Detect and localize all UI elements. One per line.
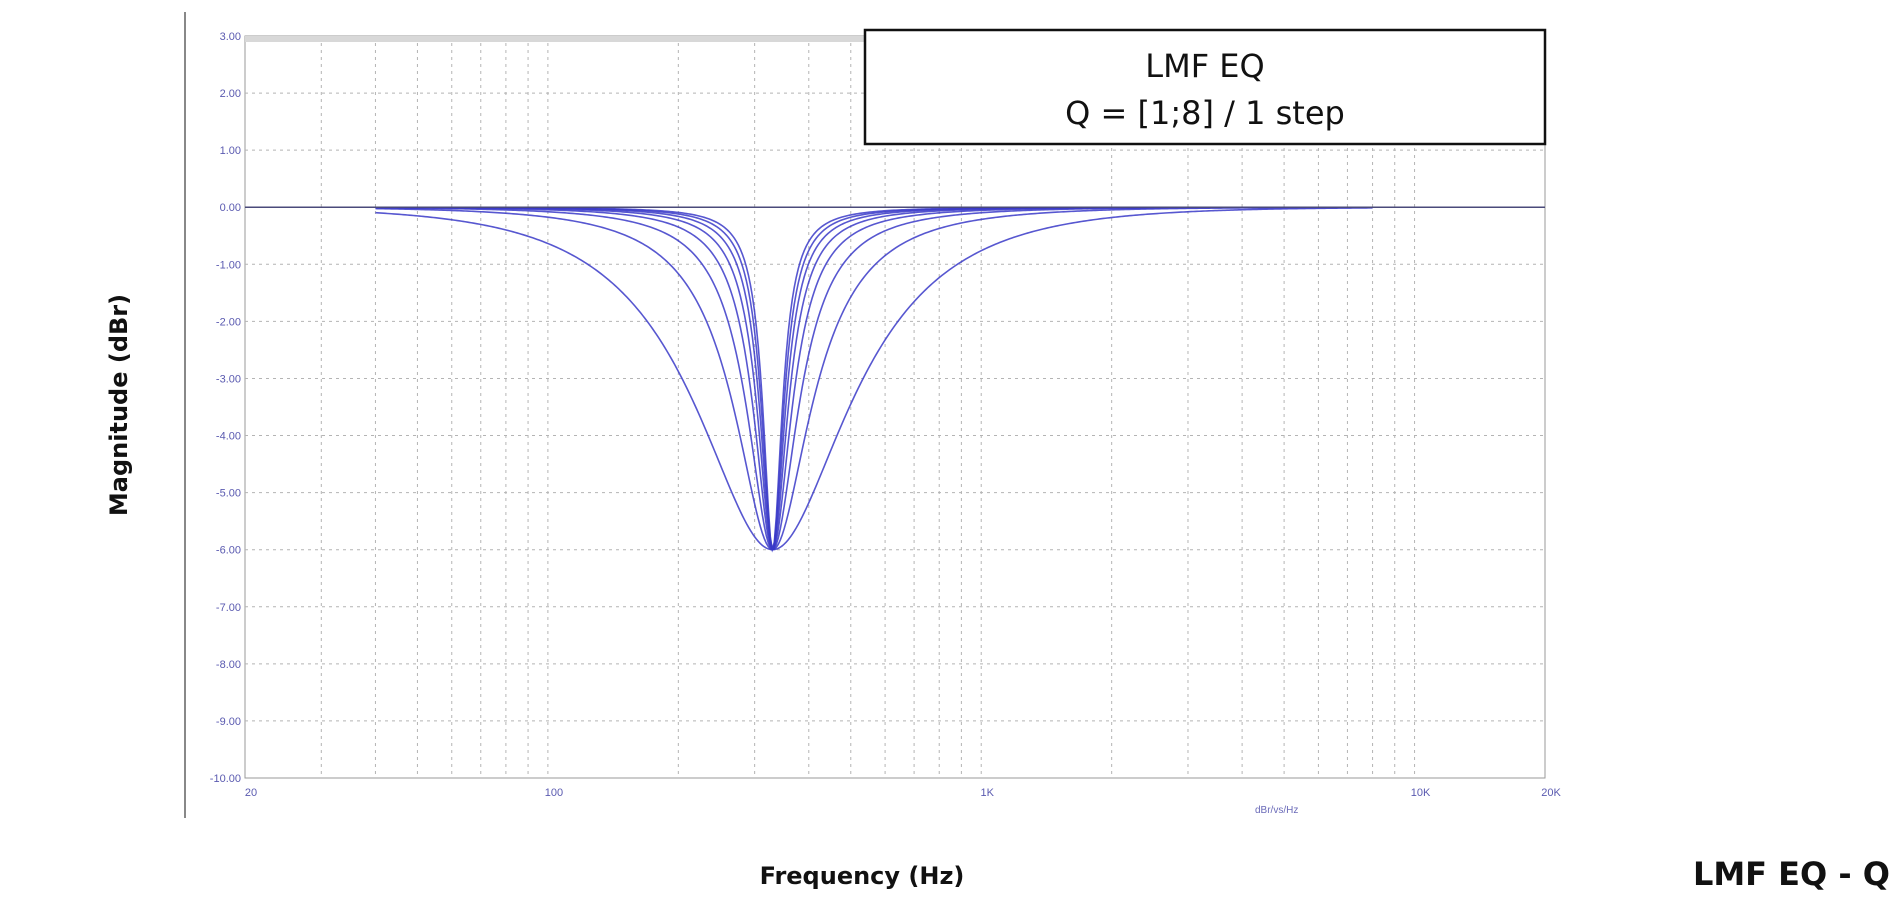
legend-box: LMF EQ Q = [1;8] / 1 step: [863, 28, 1547, 146]
y-tick-labels: 3.00 2.00 1.00 0.00 -1.00 -2.00 -3.00 -4.00 -5.0…: [210, 31, 241, 785]
y-tick-label: 2.00: [220, 88, 241, 100]
y-tick-label: 1.00: [220, 145, 241, 157]
y-tick-label: -10.00: [210, 773, 241, 785]
y-tick-label: -5.00: [216, 488, 241, 500]
y-tick-label: 0.00: [220, 202, 241, 214]
chart-caption: LMF EQ - Q: [1693, 855, 1890, 893]
x-tick-label: 1K: [980, 787, 994, 799]
y-tick-label: -9.00: [216, 716, 241, 728]
x-unit-label: dBr/vs/Hz: [1255, 805, 1298, 816]
grid: [245, 36, 1545, 778]
y-tick-label: -6.00: [216, 545, 241, 557]
x-axis-title: Frequency (Hz): [760, 862, 965, 890]
y-tick-label: -1.00: [216, 259, 241, 271]
y-tick-label: 3.00: [220, 31, 241, 43]
chart-title: LMF EQ: [1145, 47, 1264, 85]
y-tick-label: -8.00: [216, 659, 241, 671]
x-tick-label: 20: [245, 787, 257, 799]
x-tick-label: 100: [545, 787, 563, 799]
y-tick-label: -2.00: [216, 316, 241, 328]
eq-curve-q-1: [375, 207, 1373, 551]
plot-area: [244, 35, 1546, 779]
x-tick-label: 20K: [1541, 787, 1561, 799]
x-tick-labels: 20 100 1K 10K 20K: [245, 787, 1562, 799]
y-tick-label: -4.00: [216, 431, 241, 443]
y-tick-label: -7.00: [216, 602, 241, 614]
x-tick-label: 10K: [1411, 787, 1431, 799]
y-tick-label: -3.00: [216, 373, 241, 385]
chart-subtitle: Q = [1;8] / 1 step: [1065, 94, 1345, 132]
y-axis-title: Magnitude (dBr): [105, 294, 133, 516]
